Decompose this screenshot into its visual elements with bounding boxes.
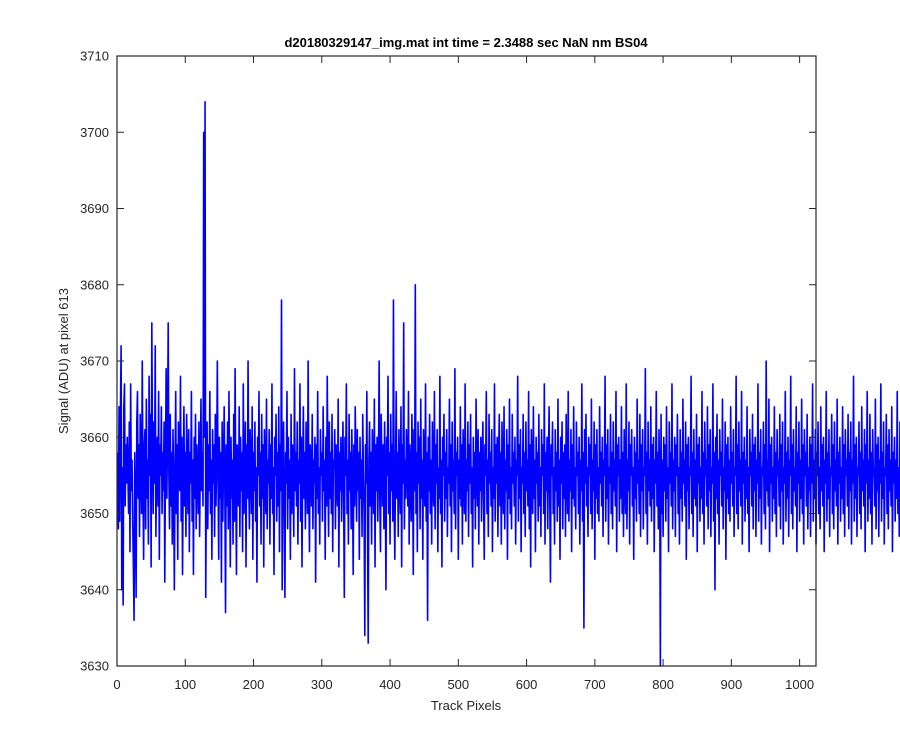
y-tick-label: 3680 [80,277,109,292]
axes: 0 100 200 300 400 500 600 700 800 900 1000 3630 3640… [80,49,817,692]
series-line-1 [116,100,900,667]
y-tick-label: 3640 [80,582,109,597]
y-axis-label: Signal (ADU) at pixel 613 [56,288,71,434]
data-layer [116,100,900,667]
x-tick-label: 100 [174,677,196,692]
y-tick-label: 3700 [80,125,109,140]
y-tick-label: 3690 [80,201,109,216]
y-tick-label: 3630 [80,659,109,674]
x-tick-label: 0 [113,677,120,692]
x-tick-label: 900 [721,677,743,692]
x-tick-label: 300 [311,677,333,692]
y-tick-label: 3670 [80,354,109,369]
x-tick-label: 700 [584,677,606,692]
y-tick-label: 3650 [80,506,109,521]
x-tick-label: 1000 [785,677,814,692]
x-tick-label: 500 [447,677,469,692]
x-axis-label: Track Pixels [431,698,502,713]
x-tick-label: 400 [379,677,401,692]
x-tick-label: 200 [243,677,265,692]
chart-title: d20180329147_img.mat int time = 2.3488 s… [284,35,648,50]
y-tick-label: 3660 [80,430,109,445]
x-tick-label: 600 [516,677,538,692]
plot-area [117,56,816,666]
y-tick-label: 3710 [80,49,109,64]
x-tick-label: 800 [652,677,674,692]
